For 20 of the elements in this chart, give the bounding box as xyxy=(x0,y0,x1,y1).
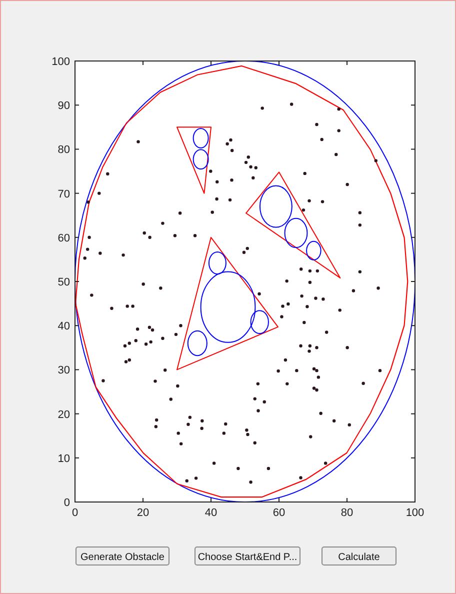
button: Calculate xyxy=(322,546,396,566)
y-tick-label: 20 xyxy=(58,408,70,421)
y-tick-label: 10 xyxy=(58,452,70,465)
y-tick-label: 0 xyxy=(64,497,70,509)
button: Generate Obstacle xyxy=(76,546,170,566)
y-tick-label: 70 xyxy=(58,188,70,200)
y-tick-label: 100 xyxy=(52,56,70,68)
y-tick-label: 30 xyxy=(58,364,70,377)
x-tick-label: 40 xyxy=(204,507,218,519)
y-tick-label: 50 xyxy=(58,276,70,288)
y-tick-label: 60 xyxy=(58,232,70,244)
button: Choose Start&End P... xyxy=(194,546,300,566)
x-tick-label: 60 xyxy=(272,507,286,519)
y-tick-label: 80 xyxy=(58,144,70,156)
x-tick-label: 100 xyxy=(406,507,424,519)
x-tick-label: 20 xyxy=(136,507,150,519)
y-tick-label: 90 xyxy=(58,100,70,112)
y-tick-label: 40 xyxy=(58,320,70,333)
x-tick-label: 0 xyxy=(72,507,78,519)
x-tick-label: 80 xyxy=(340,507,354,519)
